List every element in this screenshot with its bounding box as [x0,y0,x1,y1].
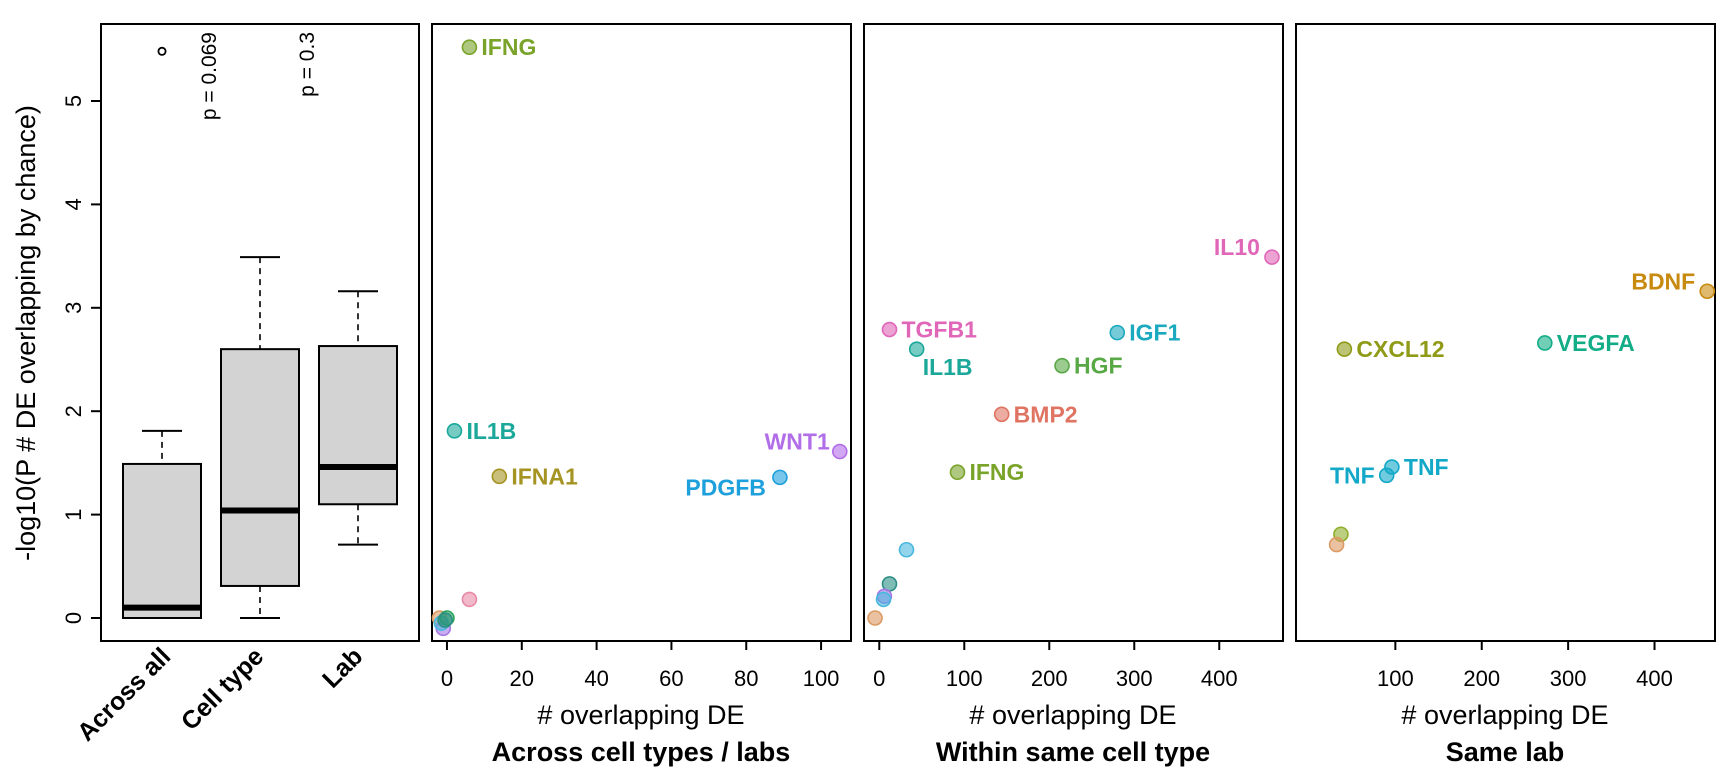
y-tick-label: 2 [61,405,86,417]
panel-same-lab-frame [1295,23,1716,642]
box-lab: p = 0.3 [296,32,398,546]
y-tick-label: 3 [61,302,86,314]
category-label: Across all [72,642,176,746]
box-iqr [318,345,398,506]
x-axis-label-across: # overlapping DE [537,700,744,730]
x-axis-label-within: # overlapping DE [969,700,1176,730]
point-label: TGFB1 [901,317,977,343]
y-axis: 0 1 2 3 4 5 [61,95,101,624]
point-label: IL1B [923,354,973,380]
x-tick-label: 400 [1201,666,1238,691]
point-label: TNF [1330,462,1375,488]
y-tick-label: 0 [61,612,86,624]
data-point [1378,467,1395,484]
x-tick-label: 200 [1463,666,1500,691]
data-point [1054,357,1070,374]
data-point [1109,324,1126,341]
data-point [437,612,453,628]
box-cell-type: p = 0.069 [198,32,300,619]
x-tick-label: 300 [1550,666,1587,691]
x-tick-label: 0 [873,666,885,691]
point-label: IGF1 [1129,320,1180,346]
data-point [949,464,966,481]
data-point [491,468,508,485]
y-tick-label: 1 [61,508,86,520]
x-tick-label: 60 [659,666,683,691]
data-point [908,341,925,357]
box-iqr [220,348,300,587]
data-point [1537,335,1553,351]
data-point [881,321,898,338]
data-point [1264,249,1280,265]
panel-across-cell-types: 0 20 40 60 80 100 IFNG IL1B IFNA1 PDGFB WNT1 # ove… [431,23,852,767]
p-value-label: p = 0.069 [198,32,221,120]
p-value-label: p = 0.3 [296,32,319,97]
scatter-same-lab: 100 200 300 400 BDNF CXCL12 VEGFA TNF TNF [1328,268,1716,691]
data-point [831,443,848,460]
x-axis-label-same-lab: # overlapping DE [1401,700,1608,730]
x-tick-label: 200 [1031,666,1068,691]
data-point [1328,536,1345,553]
data-point [993,406,1010,423]
y-tick-label: 5 [61,95,86,107]
box-iqr [122,462,202,619]
data-point [461,39,478,56]
x-tick-label: 100 [1377,666,1414,691]
data-point [461,591,478,608]
point-label: PDGFB [685,474,766,500]
panel-same-lab: 100 200 300 400 BDNF CXCL12 VEGFA TNF TNF # over… [1295,23,1716,767]
data-point [898,541,915,558]
x-tick-label: 400 [1636,666,1673,691]
category-label: Cell type [176,642,270,736]
panel-boxplot-frame [100,23,420,642]
point-label: IL10 [1214,234,1260,260]
scatter-across: 0 20 40 60 80 100 IFNG IL1B IFNA1 PDGFB WNT1 [431,34,848,691]
point-label: WNT1 [765,429,830,455]
point-label: IFNG [481,34,536,60]
x-tick-label: 100 [946,666,983,691]
y-axis-label: -log10(P # DE overlapping by chance) [11,105,41,561]
panel-within-cell-type: 0 100 200 300 400 IL10 TGFB1 IGF1 IL1B HGF BMP2 IFN… [863,23,1284,767]
x-tick-label: 100 [803,666,840,691]
point-label: IFNA1 [511,463,578,489]
panel-across-frame [431,23,852,642]
category-labels: Across all Cell type Lab [72,642,368,746]
point-label: BDNF [1631,268,1695,294]
point-label: TNF [1404,454,1449,480]
data-point [875,591,892,608]
panel-title-across: Across cell types / labs [492,737,791,767]
point-label: IFNG [969,459,1024,485]
x-tick-label: 80 [734,666,758,691]
data-point [867,610,883,626]
point-label: IL1B [466,418,516,444]
box-across-all [122,46,202,619]
category-label: Lab [317,642,368,693]
x-tick-label: 20 [510,666,534,691]
data-point [1336,341,1353,357]
data-point [1699,283,1716,300]
scatter-within: 0 100 200 300 400 IL10 TGFB1 IGF1 IL1B HGF BMP2 IFN… [867,234,1280,691]
data-point [446,423,463,439]
point-label: HGF [1074,353,1123,379]
box-outlier [157,46,167,56]
panel-title-within: Within same cell type [936,737,1210,767]
point-label: CXCL12 [1356,336,1444,362]
point-label: VEGFA [1557,330,1635,356]
box-group: p = 0.069 p = 0.3 [122,32,398,619]
point-label: BMP2 [1014,401,1078,427]
data-point [772,469,788,486]
panel-title-same-lab: Same lab [1446,737,1565,767]
x-tick-label: 0 [441,666,453,691]
y-tick-label: 4 [61,198,86,210]
x-tick-label: 300 [1116,666,1153,691]
panel-boxplot: p = 0.069 p = 0.3 0 1 2 3 4 5 Across all Cell t… [61,23,420,747]
x-tick-label: 40 [584,666,608,691]
